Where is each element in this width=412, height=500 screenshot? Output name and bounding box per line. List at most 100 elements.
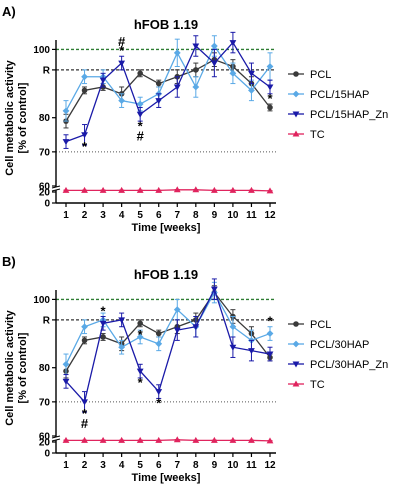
data-point	[173, 186, 181, 193]
y-tick-label: 70	[39, 147, 51, 158]
x-tick-label: 11	[246, 210, 257, 221]
y-tick-label: 80	[39, 113, 51, 124]
data-point	[62, 378, 70, 385]
x-tick-label: 7	[174, 460, 180, 471]
data-point	[192, 83, 200, 91]
x-tick-label: 9	[212, 460, 218, 471]
data-point	[62, 186, 70, 193]
x-tick-label: 12	[264, 460, 276, 471]
chart-panel-a: A) hFOB 1.19 Cell metabolic activity [% of …	[2, 4, 388, 234]
significance-marker: *	[267, 314, 273, 329]
legend: PCL PCL/15HAP PCL/15HAP_Zn TC	[288, 69, 388, 141]
legend-label: PCL/15HAP_Zn	[310, 109, 388, 121]
data-point	[136, 436, 144, 443]
x-tick-label: 9	[212, 210, 218, 221]
data-point	[81, 186, 88, 193]
y-tick-label: 60	[39, 432, 51, 443]
data-point	[229, 323, 237, 331]
legend-marker	[292, 130, 300, 137]
legend-item: PCL	[288, 319, 331, 331]
y-tick-label: R	[43, 65, 51, 76]
y-tick-label: 100	[33, 45, 50, 56]
data-point	[229, 186, 237, 193]
series-pcl-15hap-zn	[62, 31, 274, 149]
legend-marker	[293, 71, 299, 77]
series-line	[65, 41, 271, 143]
data-point	[81, 73, 88, 81]
legend-label: TC	[310, 379, 325, 391]
data-point	[155, 389, 163, 396]
data-point	[173, 49, 181, 57]
data-point	[192, 324, 200, 331]
significance-marker: *	[82, 406, 88, 421]
x-tick-label: 8	[193, 460, 199, 471]
data-point	[62, 107, 70, 115]
data-point	[155, 98, 163, 105]
data-point	[266, 187, 274, 194]
legend-item: PCL/30HAP_Zn	[288, 359, 388, 371]
x-tick-label: 12	[264, 210, 276, 221]
data-point	[136, 100, 144, 108]
data-point	[81, 132, 88, 139]
legend-label: PCL/15HAP	[310, 89, 369, 101]
legend: PCL PCL/30HAP PCL/30HAP_Zn TC	[288, 319, 388, 391]
y-axis-label: Cell metabolic activity [% of control]	[4, 309, 29, 425]
data-point	[210, 436, 218, 443]
data-point	[155, 436, 163, 443]
series-pcl-30hap	[62, 281, 274, 376]
significance-marker: #	[81, 416, 89, 431]
legend-label: PCL	[310, 319, 331, 331]
y-axis-label-line: Cell metabolic activity	[4, 309, 16, 425]
y-axis-label: Cell metabolic activity [% of control]	[4, 59, 29, 175]
x-tick-label: 2	[82, 460, 88, 471]
data-point	[210, 286, 218, 293]
series-line	[66, 189, 271, 192]
x-tick-label: 1	[63, 460, 69, 471]
data-point	[118, 317, 126, 324]
legend-item: TC	[288, 129, 325, 141]
axis-break-mark	[51, 438, 61, 442]
x-tick-label: 8	[193, 210, 199, 221]
data-point	[248, 70, 255, 77]
data-point	[173, 306, 181, 314]
data-point	[173, 327, 181, 334]
series-line	[66, 439, 271, 442]
chart-title: hFOB 1.19	[134, 17, 198, 32]
data-point	[248, 436, 255, 443]
y-tick-label: 100	[33, 295, 50, 306]
data-point	[137, 320, 143, 327]
y-tick-label: 20	[39, 438, 51, 449]
axis-break-mark	[51, 435, 61, 439]
panel-letter: A)	[2, 4, 16, 19]
data-point	[99, 77, 107, 84]
x-tick-label: 6	[156, 210, 162, 221]
data-point	[210, 60, 218, 67]
legend-marker	[293, 321, 299, 327]
y-tick-label: 60	[39, 182, 51, 193]
legend-item: TC	[288, 379, 325, 391]
series-line	[65, 58, 271, 122]
legend-marker	[292, 340, 300, 348]
y-tick-label: 80	[39, 363, 51, 374]
x-tick-label: 5	[137, 210, 143, 221]
data-point	[210, 42, 218, 50]
significance-marker: #	[137, 128, 145, 143]
data-point	[136, 333, 144, 341]
data-point	[192, 436, 200, 443]
legend-marker	[292, 111, 300, 118]
legend-marker	[292, 90, 300, 98]
data-point	[136, 368, 144, 375]
data-point	[62, 360, 70, 368]
x-axis-label: Time [weeks]	[132, 472, 201, 484]
data-point	[210, 186, 218, 193]
series-pcl-30hap-zn	[62, 278, 274, 413]
data-point	[118, 343, 126, 351]
legend-item: PCL	[288, 69, 331, 81]
x-tick-label: 3	[100, 210, 106, 221]
data-point	[62, 139, 70, 146]
legend-label: PCL	[310, 69, 331, 81]
data-point	[99, 320, 107, 327]
x-tick-label: 4	[119, 210, 125, 221]
x-tick-label: 10	[227, 460, 239, 471]
